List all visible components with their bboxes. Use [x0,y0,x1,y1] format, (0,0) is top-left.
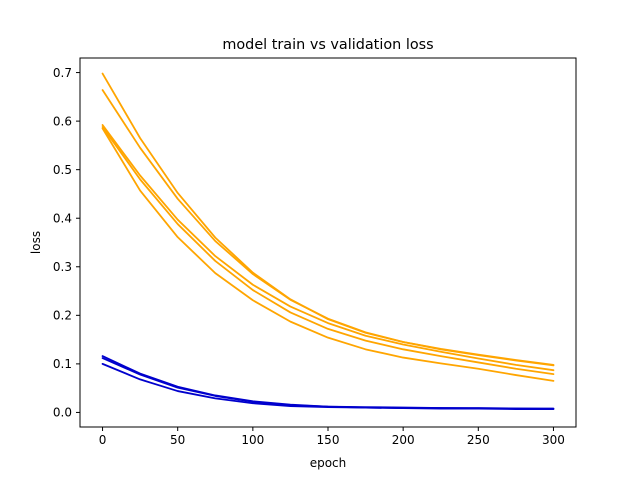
x-tick-label-2: 100 [241,433,264,447]
x-tick-label-0: 0 [99,433,107,447]
series-line-train-5 [101,127,555,382]
x-tick-label-3: 150 [317,433,340,447]
chart-title: model train vs validation loss [222,37,433,53]
y-axis-ticks: 0.0 0.1 0.2 0.3 0.4 0.5 0.6 0.7 [53,66,80,420]
y-axis-label: loss [29,231,43,254]
x-tick-label-1: 50 [170,433,185,447]
series-layer [101,72,555,410]
x-tick-label-6: 300 [542,433,565,447]
y-tick-label-5: 0.5 [53,163,72,177]
x-tick-label-4: 200 [392,433,415,447]
series-line-val-3 [101,362,555,410]
y-tick-label-1: 0.1 [53,357,72,371]
y-tick-label-7: 0.7 [53,66,72,80]
y-tick-label-2: 0.2 [53,309,72,323]
x-tick-label-5: 250 [467,433,490,447]
x-axis-label: epoch [310,456,347,470]
y-tick-label-0: 0.0 [53,406,72,420]
y-tick-label-4: 0.4 [53,212,72,226]
series-line-train-2 [101,89,555,367]
series-line-train-4 [101,126,555,375]
y-tick-label-3: 0.3 [53,260,72,274]
x-axis-ticks: 0 50 100 150 200 250 300 [99,427,565,447]
series-line-train-3 [101,124,555,372]
y-tick-label-6: 0.6 [53,114,72,128]
